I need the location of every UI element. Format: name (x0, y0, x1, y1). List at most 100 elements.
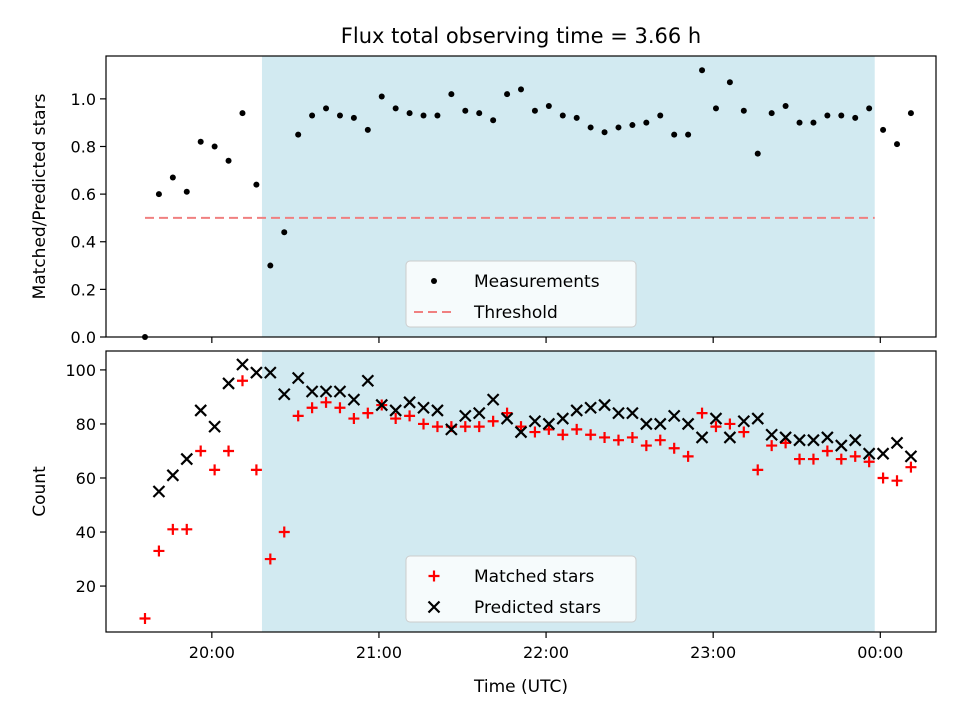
data-point (306, 402, 318, 414)
data-point (434, 112, 441, 119)
data-point (696, 407, 708, 419)
legend-marker (428, 570, 440, 582)
data-point (559, 112, 566, 119)
legend: Matched stars Predicted stars (405, 555, 637, 623)
data-point (420, 112, 427, 119)
data-point (486, 393, 500, 406)
ratio-panel: 0.0 0.2 0.4 0.6 0.8 1.0 Matched/Predicted star… (30, 55, 937, 347)
data-point (348, 413, 360, 425)
data-point (139, 612, 151, 624)
data-point (723, 431, 737, 444)
data-point (291, 371, 305, 385)
data-point (390, 413, 402, 425)
data-point (531, 107, 538, 114)
x-tick-label: 21:00 (356, 643, 402, 662)
data-point (155, 191, 162, 198)
y-tick-label: 60 (76, 469, 96, 488)
data-point (779, 431, 792, 444)
data-point (738, 426, 750, 438)
data-point (654, 434, 666, 446)
data-point (671, 131, 678, 138)
data-point (876, 447, 890, 460)
data-point (153, 545, 165, 557)
data-point (378, 93, 385, 100)
data-point (362, 407, 374, 419)
data-point (891, 475, 903, 487)
data-point (418, 418, 430, 430)
y-tick-label: 0.6 (71, 185, 96, 204)
x-tick-label: 22:00 (523, 643, 569, 662)
series-matched-stars (139, 375, 917, 624)
data-point (281, 229, 288, 236)
data-point (194, 404, 207, 417)
data-point (501, 407, 513, 419)
data-point (570, 404, 583, 417)
legend-marker (431, 278, 437, 284)
x-tick-label: 20:00 (189, 643, 235, 662)
y-tick-label: 0.2 (71, 280, 96, 299)
data-point (364, 126, 371, 133)
data-point (167, 523, 179, 535)
data-point (222, 377, 235, 390)
data-point (852, 114, 859, 121)
data-point (862, 447, 876, 460)
data-point (445, 423, 458, 436)
data-point (835, 453, 847, 465)
data-point (250, 464, 262, 476)
data-point (542, 417, 556, 431)
data-point (472, 406, 486, 420)
count-panel: 20 40 60 80 100 Count 20:00 21:00 22:00 23:00 00:0… (30, 350, 937, 662)
data-point (807, 433, 820, 447)
data-point (571, 423, 583, 435)
data-point (264, 366, 277, 379)
data-point (863, 456, 875, 468)
data-point (448, 91, 455, 98)
data-point (894, 141, 901, 148)
data-point (835, 439, 848, 452)
legend-label: Threshold (473, 303, 558, 323)
y-tick-label: 80 (76, 415, 96, 434)
data-point (601, 129, 608, 136)
y-axis-label: Matched/Predicted stars (30, 93, 50, 299)
data-point (668, 442, 680, 454)
data-point (473, 421, 485, 433)
data-point (768, 110, 775, 117)
data-point (406, 110, 413, 117)
data-point (277, 387, 291, 401)
data-point (587, 124, 594, 131)
data-point (528, 414, 542, 428)
data-point (239, 110, 246, 117)
data-point (710, 421, 722, 433)
data-point (417, 401, 430, 415)
data-point (573, 114, 580, 121)
data-point (305, 385, 319, 398)
data-point (695, 431, 709, 444)
data-point (752, 464, 764, 476)
data-point (195, 445, 207, 457)
data-point (543, 423, 555, 435)
y-axis-label: Count (30, 466, 50, 517)
data-point (504, 91, 511, 98)
data-point (754, 150, 761, 157)
x-tick-label: 00:00 (857, 643, 903, 662)
y-tick-label: 20 (76, 577, 96, 596)
data-point (333, 385, 347, 398)
data-point (615, 124, 622, 131)
data-point (309, 112, 316, 119)
data-point (821, 445, 833, 457)
data-point (225, 157, 232, 164)
data-point (514, 425, 528, 439)
data-point (292, 410, 304, 422)
data-point (866, 105, 873, 112)
data-point (653, 417, 667, 431)
data-point (500, 412, 514, 425)
legend-box (405, 260, 637, 328)
data-point (152, 485, 166, 498)
data-point (403, 396, 416, 409)
data-point (267, 262, 274, 269)
data-point (667, 409, 681, 423)
data-point (180, 452, 194, 466)
data-point (904, 450, 918, 463)
data-point (462, 107, 469, 114)
data-point (740, 107, 747, 114)
